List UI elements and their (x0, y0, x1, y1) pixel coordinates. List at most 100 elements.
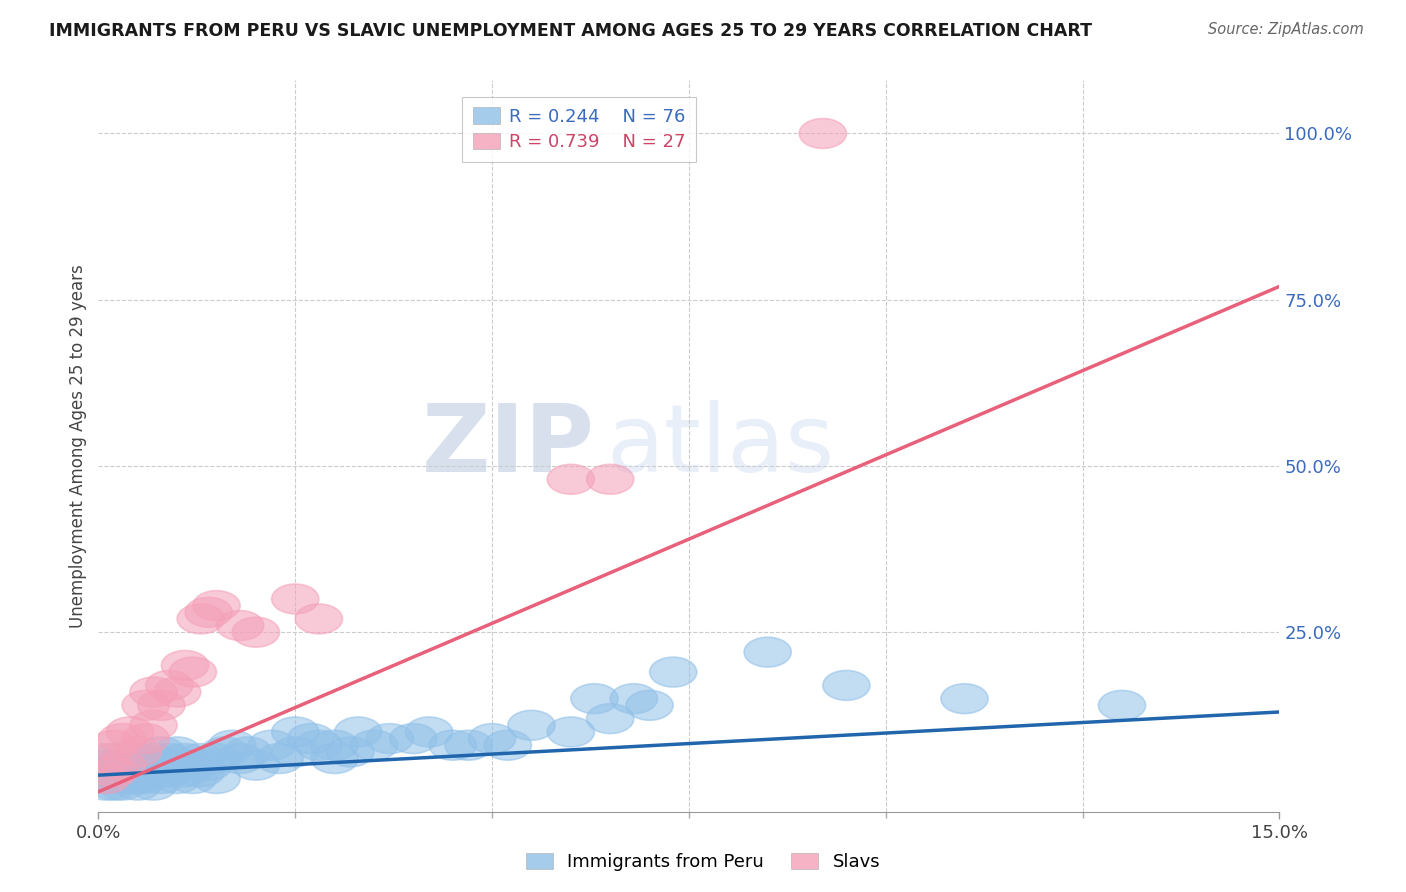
Ellipse shape (138, 737, 186, 767)
Ellipse shape (547, 464, 595, 494)
Ellipse shape (366, 723, 413, 754)
Ellipse shape (335, 717, 382, 747)
Ellipse shape (122, 723, 169, 754)
Ellipse shape (146, 756, 193, 787)
Ellipse shape (90, 744, 138, 773)
Ellipse shape (350, 731, 398, 760)
Ellipse shape (138, 690, 186, 721)
Ellipse shape (98, 770, 146, 800)
Ellipse shape (153, 750, 201, 780)
Ellipse shape (138, 750, 186, 780)
Ellipse shape (83, 764, 129, 794)
Ellipse shape (107, 750, 153, 780)
Ellipse shape (177, 756, 225, 787)
Ellipse shape (146, 671, 193, 700)
Ellipse shape (547, 717, 595, 747)
Ellipse shape (256, 744, 304, 773)
Ellipse shape (114, 744, 162, 773)
Ellipse shape (287, 723, 335, 754)
Legend: R = 0.244    N = 76, R = 0.739    N = 27: R = 0.244 N = 76, R = 0.739 N = 27 (461, 96, 696, 162)
Ellipse shape (208, 731, 256, 760)
Ellipse shape (271, 584, 319, 614)
Ellipse shape (153, 764, 201, 794)
Ellipse shape (311, 731, 359, 760)
Text: atlas: atlas (606, 400, 835, 492)
Ellipse shape (169, 750, 217, 780)
Ellipse shape (177, 604, 225, 634)
Ellipse shape (153, 737, 201, 767)
Ellipse shape (429, 731, 477, 760)
Ellipse shape (107, 764, 153, 794)
Ellipse shape (98, 750, 146, 780)
Ellipse shape (484, 731, 531, 760)
Ellipse shape (326, 737, 374, 767)
Ellipse shape (146, 744, 193, 773)
Ellipse shape (98, 764, 146, 794)
Ellipse shape (169, 657, 217, 687)
Ellipse shape (98, 756, 146, 787)
Ellipse shape (389, 723, 437, 754)
Ellipse shape (508, 710, 555, 740)
Ellipse shape (107, 717, 153, 747)
Ellipse shape (444, 731, 492, 760)
Text: Source: ZipAtlas.com: Source: ZipAtlas.com (1208, 22, 1364, 37)
Ellipse shape (941, 683, 988, 714)
Legend: Immigrants from Peru, Slavs: Immigrants from Peru, Slavs (519, 846, 887, 879)
Ellipse shape (586, 704, 634, 733)
Ellipse shape (83, 744, 129, 773)
Ellipse shape (114, 764, 162, 794)
Ellipse shape (122, 690, 169, 721)
Ellipse shape (271, 717, 319, 747)
Ellipse shape (201, 737, 247, 767)
Ellipse shape (122, 750, 169, 780)
Ellipse shape (186, 750, 232, 780)
Y-axis label: Unemployment Among Ages 25 to 29 years: Unemployment Among Ages 25 to 29 years (69, 264, 87, 628)
Ellipse shape (162, 756, 208, 787)
Ellipse shape (153, 677, 201, 707)
Ellipse shape (114, 756, 162, 787)
Ellipse shape (129, 756, 177, 787)
Ellipse shape (217, 744, 264, 773)
Ellipse shape (83, 770, 129, 800)
Ellipse shape (193, 764, 240, 794)
Ellipse shape (169, 764, 217, 794)
Ellipse shape (193, 744, 240, 773)
Ellipse shape (90, 764, 138, 794)
Ellipse shape (83, 756, 129, 787)
Ellipse shape (90, 731, 138, 760)
Ellipse shape (232, 750, 280, 780)
Ellipse shape (122, 764, 169, 794)
Ellipse shape (129, 677, 177, 707)
Ellipse shape (1098, 690, 1146, 721)
Ellipse shape (468, 723, 516, 754)
Ellipse shape (232, 617, 280, 648)
Ellipse shape (138, 764, 186, 794)
Ellipse shape (107, 756, 153, 787)
Ellipse shape (295, 731, 343, 760)
Ellipse shape (247, 731, 295, 760)
Ellipse shape (98, 750, 146, 780)
Ellipse shape (217, 610, 264, 640)
Ellipse shape (193, 591, 240, 621)
Ellipse shape (83, 750, 129, 780)
Ellipse shape (271, 737, 319, 767)
Ellipse shape (744, 637, 792, 667)
Ellipse shape (586, 464, 634, 494)
Ellipse shape (129, 770, 177, 800)
Ellipse shape (311, 744, 359, 773)
Ellipse shape (295, 604, 343, 634)
Ellipse shape (225, 737, 271, 767)
Ellipse shape (626, 690, 673, 721)
Ellipse shape (129, 710, 177, 740)
Ellipse shape (83, 764, 129, 794)
Ellipse shape (162, 744, 208, 773)
Ellipse shape (114, 770, 162, 800)
Ellipse shape (98, 723, 146, 754)
Ellipse shape (186, 598, 232, 627)
Ellipse shape (129, 744, 177, 773)
Ellipse shape (122, 756, 169, 787)
Ellipse shape (610, 683, 658, 714)
Ellipse shape (799, 119, 846, 148)
Text: IMMIGRANTS FROM PERU VS SLAVIC UNEMPLOYMENT AMONG AGES 25 TO 29 YEARS CORRELATIO: IMMIGRANTS FROM PERU VS SLAVIC UNEMPLOYM… (49, 22, 1092, 40)
Ellipse shape (650, 657, 697, 687)
